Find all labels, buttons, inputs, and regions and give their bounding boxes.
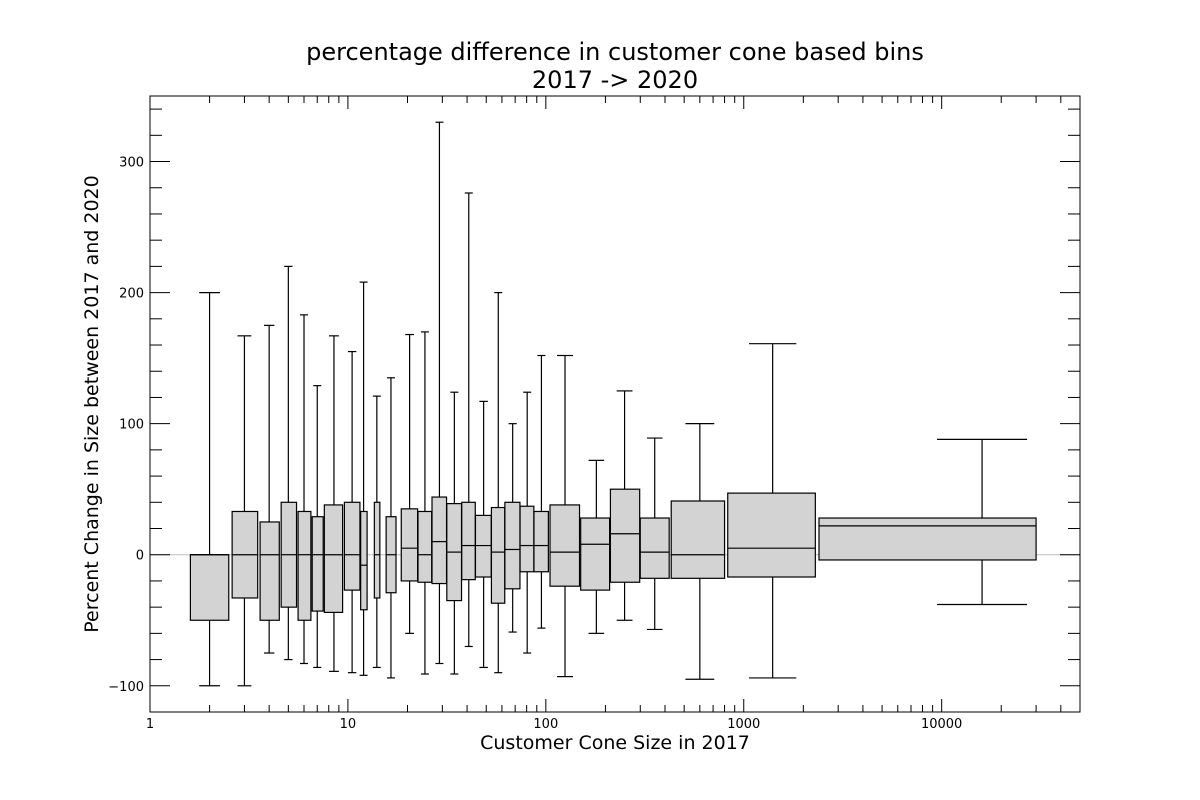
box-body	[818, 517, 1037, 561]
y-tick-label: 300	[119, 156, 144, 171]
box-15	[446, 391, 463, 675]
box-body	[417, 510, 433, 583]
y-tick-label: 100	[119, 418, 144, 433]
box-body	[670, 500, 726, 579]
box-19	[504, 423, 521, 633]
box-20	[519, 391, 535, 654]
box-body	[474, 514, 492, 578]
box-body	[549, 504, 581, 587]
box-14	[431, 121, 448, 665]
box-body	[360, 510, 368, 611]
box-body	[580, 517, 611, 591]
x-tick-label: 1000	[727, 717, 760, 732]
box-18	[490, 291, 506, 674]
tick-labels-layer: 1 10 100 1000 10000 −100 0 100 200 300	[108, 156, 962, 732]
y-tick-label: 0	[136, 549, 144, 564]
box-13	[417, 331, 433, 675]
box-4	[280, 265, 298, 661]
box-body	[461, 501, 476, 581]
x-tick-label: 1	[146, 717, 154, 732]
box-body	[639, 517, 670, 579]
box-body	[490, 506, 506, 604]
box-22	[549, 354, 581, 678]
box-25	[639, 437, 670, 631]
box-17	[474, 400, 492, 669]
chart-subtitle: 2017 -> 2020	[531, 66, 699, 94]
axis-ticks-layer	[149, 96, 1081, 713]
box-body	[311, 516, 324, 612]
boxes-layer	[189, 121, 1037, 687]
box-body	[609, 488, 641, 583]
box-body	[504, 501, 521, 590]
box-body	[533, 510, 549, 573]
x-tick-label: 100	[533, 717, 558, 732]
box-5	[297, 314, 312, 665]
box-body	[431, 496, 448, 585]
box-6	[311, 385, 324, 669]
box-10	[372, 395, 381, 669]
box-body	[323, 504, 344, 613]
y-tick-label: 200	[119, 287, 144, 302]
box-body	[189, 554, 230, 621]
box-body	[373, 501, 381, 599]
box-body	[400, 508, 419, 582]
box-body	[259, 521, 280, 621]
box-2	[231, 335, 259, 687]
box-body	[343, 501, 361, 591]
box-8	[343, 350, 361, 674]
box-24	[609, 390, 641, 621]
box-12	[400, 333, 419, 634]
box-body	[297, 510, 312, 621]
x-tick-label: 10000	[921, 717, 962, 732]
box-26	[670, 423, 726, 680]
box-1	[189, 291, 230, 687]
y-tick-label: −100	[108, 680, 144, 695]
box-28	[818, 438, 1037, 606]
box-11	[385, 377, 397, 679]
box-16	[461, 192, 476, 648]
chart-title: percentage difference in customer cone b…	[306, 38, 924, 66]
box-3	[259, 324, 280, 654]
box-body	[519, 505, 535, 573]
x-tick-label: 10	[340, 717, 357, 732]
box-body	[727, 492, 816, 578]
box-21	[533, 354, 549, 629]
box-23	[580, 459, 611, 634]
y-axis-label: Percent Change in Size between 2017 and …	[81, 175, 103, 633]
box-9	[359, 281, 368, 676]
box-7	[323, 335, 344, 672]
x-axis-label: Customer Cone Size in 2017	[480, 732, 750, 754]
box-27	[727, 343, 816, 679]
plot-frame	[149, 95, 1081, 713]
